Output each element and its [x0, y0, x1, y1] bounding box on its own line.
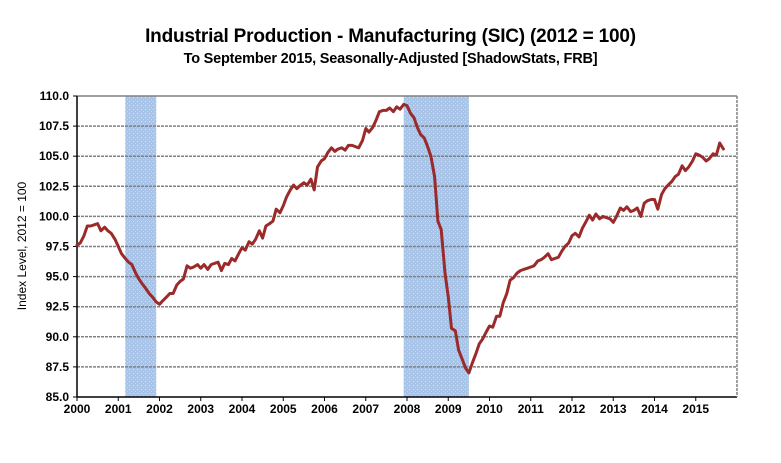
y-tick-label: 102.5 — [39, 179, 69, 193]
chart-subtitle: To September 2015, Seasonally-Adjusted [… — [183, 51, 598, 67]
x-tick-label: 2007 — [352, 402, 379, 416]
x-tick-label: 2000 — [64, 402, 91, 416]
y-tick-label: 87.5 — [46, 360, 70, 374]
x-tick-label: 2011 — [518, 402, 544, 416]
y-tick-labels: 85.0 87.5 90.0 92.5 95.0 97.5 100.0 102.5 105.0 1… — [39, 89, 69, 404]
y-tick-label: 90.0 — [46, 330, 70, 344]
x-tick-label: 2005 — [270, 402, 297, 416]
y-tick-label: 107.5 — [39, 119, 69, 133]
x-tick-label: 2002 — [146, 402, 173, 416]
series-line-manufacturing-index — [75, 102, 725, 375]
y-tick-label: 85.0 — [46, 390, 70, 404]
x-tick-label: 2010 — [476, 402, 503, 416]
y-tick-label: 100.0 — [39, 209, 69, 223]
x-tick-labels: 2000 2001 2002 2003 2004 2005 2006 2007 2008 2009… — [64, 402, 710, 416]
x-tick-label: 2012 — [559, 402, 586, 416]
y-tick-label: 97.5 — [46, 240, 70, 254]
x-tick-label: 2014 — [641, 402, 668, 416]
y-tick-label: 105.0 — [39, 149, 69, 163]
y-tick-label: 110.0 — [40, 89, 70, 103]
x-tick-label: 2006 — [311, 402, 338, 416]
x-tick-label: 2008 — [394, 402, 421, 416]
x-tick-label: 2004 — [229, 402, 256, 416]
gridlines — [73, 95, 737, 398]
x-tick-label: 2003 — [187, 402, 214, 416]
x-tick-label: 2013 — [600, 402, 627, 416]
y-tick-label: 92.5 — [46, 300, 70, 314]
x-tick-label: 2001 — [105, 402, 132, 416]
y-axis-label: Index Level, 2012 = 100 — [15, 181, 29, 310]
x-tick-label: 2009 — [435, 402, 462, 416]
chart-title: Industrial Production - Manufacturing (S… — [145, 26, 636, 47]
y-tick-label: 95.0 — [46, 270, 70, 284]
x-tick-label: 2015 — [682, 402, 709, 416]
